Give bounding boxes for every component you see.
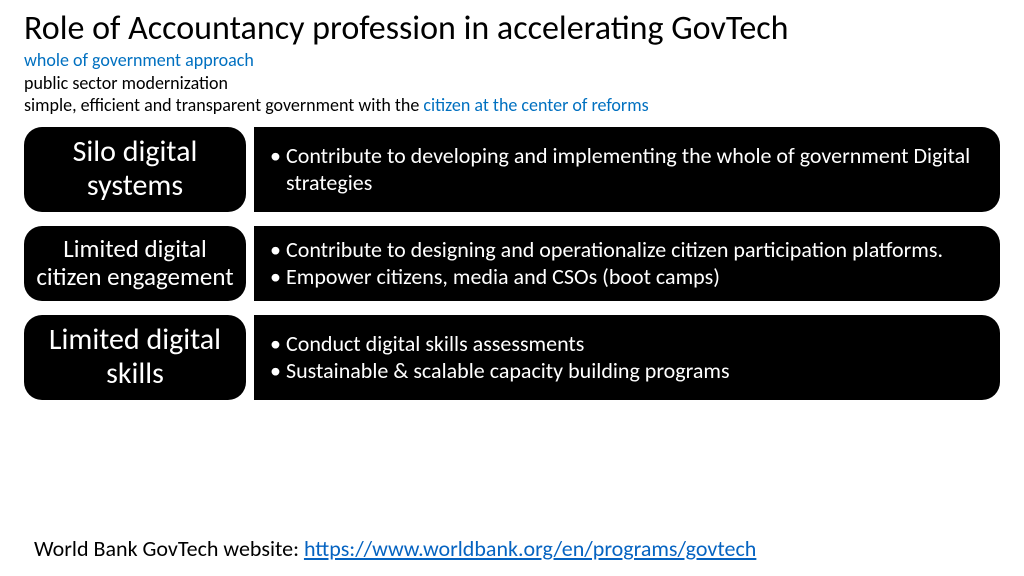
footer-prefix: World Bank GovTech website: [34,535,304,562]
row-label-engagement: Limited digital citizen engagement [24,226,246,301]
row-content-skills: Conduct digital skills assessments Susta… [254,315,1000,400]
footer-link[interactable]: https://www.worldbank.org/en/programs/go… [304,535,756,562]
row-content-silo: Contribute to developing and implementin… [254,127,1000,212]
footer: World Bank GovTech website: https://www.… [34,535,756,562]
row-label-skills: Limited digital skills [24,315,246,400]
subtitle-block: whole of government approach public sect… [24,49,1000,117]
bullet: Empower citizens, media and CSOs (boot c… [266,263,943,291]
row-silo: Silo digital systems Contribute to devel… [24,127,1000,212]
bullet: Contribute to developing and implementin… [266,142,978,197]
row-label-silo: Silo digital systems [24,127,246,212]
subtitle-line1: whole of government approach [24,49,1000,72]
subtitle-line3: simple, efficient and transparent govern… [24,94,1000,117]
subtitle-line2: public sector modernization [24,72,1000,95]
subtitle-line3b: citizen at the center of reforms [423,94,648,116]
row-content-engagement: Contribute to designing and operationali… [254,226,1000,301]
slide-title: Role of Accountancy profession in accele… [24,10,1000,47]
content-rows: Silo digital systems Contribute to devel… [24,127,1000,400]
subtitle-line3a: simple, efficient and transparent govern… [24,94,423,116]
row-skills: Limited digital skills Conduct digital s… [24,315,1000,400]
bullet: Contribute to designing and operationali… [266,236,943,264]
row-engagement: Limited digital citizen engagement Contr… [24,226,1000,301]
bullet: Conduct digital skills assessments [266,330,730,358]
bullet: Sustainable & scalable capacity building… [266,357,730,385]
